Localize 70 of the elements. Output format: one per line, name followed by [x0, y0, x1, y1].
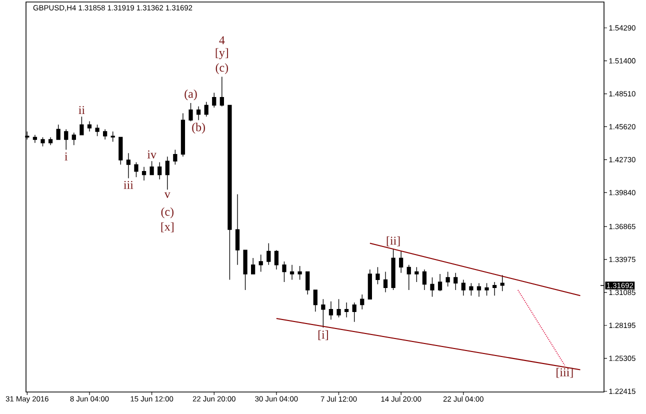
- candlestick: [72, 132, 76, 146]
- candlestick: [80, 116, 84, 136]
- candlestick: [399, 250, 404, 274]
- candlestick: [469, 282, 474, 296]
- candlestick: [336, 298, 341, 318]
- annotation: [y]: [216, 48, 228, 60]
- candlestick: [228, 104, 232, 280]
- candlestick: [32, 134, 38, 144]
- candlestick: [352, 302, 356, 322]
- candlestick: [220, 76, 224, 107]
- candlestick: [40, 136, 45, 147]
- candlestick: [118, 136, 123, 165]
- candlestick: [376, 266, 380, 285]
- candlestick: [150, 160, 154, 176]
- annotation: 4: [219, 36, 225, 44]
- annotation: v: [164, 192, 170, 198]
- annotation: iv: [147, 150, 156, 158]
- candlestick: [454, 272, 458, 290]
- candlestick: [87, 120, 92, 132]
- candlestick: [64, 128, 68, 150]
- candlestick: [235, 194, 240, 266]
- candlestick: [158, 162, 162, 180]
- candlestick: [383, 271, 388, 293]
- candlestick: [251, 258, 256, 274]
- candlestick: [328, 301, 334, 320]
- candlestick: [196, 106, 201, 120]
- candlestick: [446, 271, 450, 287]
- candlestick: [391, 248, 396, 290]
- candlestick: [95, 124, 100, 136]
- candlestick: [103, 128, 108, 140]
- annotation: [x]: [161, 222, 174, 232]
- candlestick: [484, 282, 489, 296]
- candlestick: [438, 274, 442, 292]
- candlestick: [306, 271, 310, 295]
- candlestick: [461, 279, 466, 296]
- candlestick: [476, 282, 482, 298]
- candlestick: [142, 166, 146, 181]
- candlestick: [204, 102, 208, 118]
- annotation: ii: [78, 106, 85, 114]
- candlestick: [134, 162, 138, 178]
- candlestick: [56, 124, 60, 140]
- candlestick: [212, 92, 216, 108]
- annotation: iii: [124, 180, 134, 189]
- candlestick: [368, 269, 372, 300]
- annotation: [ii]: [386, 236, 400, 246]
- candlestick: [282, 261, 286, 282]
- candlestick: [110, 131, 115, 142]
- annotation: i: [64, 152, 68, 160]
- candlestick: [188, 102, 193, 122]
- candlestick: [48, 136, 53, 146]
- candlestick: [126, 152, 131, 179]
- annotation: (b): [192, 122, 205, 134]
- candlestick: [274, 250, 279, 270]
- annotation: (a): [184, 89, 197, 100]
- candlestick: [492, 282, 497, 296]
- candlestick: [266, 242, 271, 266]
- annotation: (c): [161, 207, 174, 218]
- candlestick: [180, 112, 186, 157]
- annotation: [iii]: [556, 368, 573, 378]
- annotation: [i]: [318, 330, 328, 340]
- candlestick: [360, 294, 364, 310]
- candlestick: [430, 277, 434, 298]
- candlestick: [243, 250, 248, 290]
- candlestick: [173, 149, 178, 165]
- candlestick: [313, 290, 318, 312]
- candlestick: [290, 264, 294, 280]
- candlestick: [344, 302, 349, 318]
- annotation: (c): [216, 63, 228, 74]
- candlestick: [165, 156, 170, 190]
- candlestick: [422, 269, 427, 290]
